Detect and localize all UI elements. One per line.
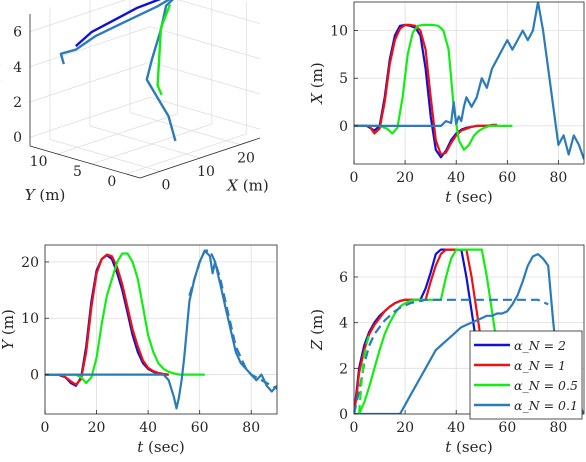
series-group [354,248,584,414]
x-axis-label: t (sec) [445,438,492,456]
y-tick-label: 4 [339,316,348,332]
series-line-green-dashed-5 [358,333,371,414]
y-tick-label: 6 [339,270,348,286]
grid-floor-x [49,138,161,172]
x-tick-label: 40 [139,420,157,436]
panel-3d-trajectory: 0 10 20 0 5 10 0 2 4 6 X (m) Y (m) Z (m) [0,0,269,204]
plot-background [45,245,277,414]
grid-wall-z2 [177,0,261,24]
series-line--n-0-5 [354,248,509,414]
x-axis-label: t (sec) [445,188,492,206]
series-line-steel-3 [354,2,584,160]
y-tick-label: 0 [339,407,348,423]
x-tick-label: 80 [242,420,260,436]
x-axis-label: X (m) [226,177,268,195]
y-axis-label: Y (m) [25,186,66,204]
x-tick-label: 20 [396,170,414,186]
series-line-steel-dashed-4 [354,298,549,414]
y-tick-label: 10 [21,311,39,327]
y-tick-label: 5 [73,164,82,180]
legend: α_N = 2 α_N = 1 α_N = 0.5 α_N = 0.1 [469,330,583,420]
y-tick-label: 5 [339,71,348,87]
grid-wall-z1 [29,0,127,32]
series-line-red-1 [45,253,169,386]
y-tick-label: 2 [339,361,348,377]
x-tick-label: 20 [237,151,255,167]
x-tick-label: 0 [350,170,359,186]
x-axis-label: t (sec) [137,438,184,456]
y-axis-label: X (m) [308,62,326,104]
grid-floor-y [91,123,213,165]
legend-label: α_N = 1 [514,358,566,373]
grid-floor-y [57,113,178,155]
z-axis-label: Z (m) [0,59,2,101]
grid-wall-z2 [149,61,261,95]
plot-frame [353,244,585,415]
grid-wall-z1 [29,96,151,138]
plot-frame [44,244,278,415]
z-tick-label: 4 [13,60,22,76]
trajectory-green-2 [156,3,172,96]
x-tick-label: 40 [447,420,465,436]
legend-label: α_N = 0.5 [514,378,578,393]
grid-floor-x [89,125,201,159]
x-tick-label: 60 [498,170,516,186]
legend-label: α_N = 0.1 [514,398,578,413]
x-tick-label: 40 [447,170,465,186]
y-axis-label: Z (m) [308,309,326,351]
series-group [354,2,584,160]
panel-x-vs-time: 0 20 40 60 80 0 5 10 t (sec) X (m) [308,1,585,206]
y-tick-label: 10 [30,154,48,170]
grid-floor-y [126,133,247,175]
grid-wall-z1 [29,26,151,68]
z-tick-label: 6 [13,25,22,41]
series-line-red-1 [354,23,498,156]
x-tick-label: 60 [498,420,516,436]
y-axis-line [29,145,141,179]
y-tick-label: 0 [30,368,39,384]
trajectory-steel-0 [59,0,177,142]
legend-label: α_N = 2 [514,338,566,353]
grid-wall-z1 [29,61,151,103]
x-tick-label: 60 [191,420,209,436]
x-tick-label: 20 [88,420,106,436]
x-tick-label: 0 [162,177,171,193]
x-tick-label: 0 [350,420,359,436]
panel-y-vs-time: 0 20 40 60 80 0 10 20 t (sec) Y (m) [0,244,278,456]
x-tick-label: 10 [197,164,215,180]
series-line-steel-dashed-4 [188,249,277,390]
series-group [45,249,277,410]
plot-frame [353,1,585,165]
grid-wall-z2 [149,26,261,60]
y-tick-label: 0 [107,174,116,190]
z-tick-label: 2 [13,95,22,111]
y-axis-label: Y (m) [0,309,17,350]
x-tick-label: 80 [550,170,568,186]
plot-background [354,2,584,164]
x-tick-label: 20 [396,420,414,436]
y-tick-label: 20 [21,255,39,271]
x-axis-line [139,137,261,179]
x-tick-label: 80 [550,420,568,436]
trajectory-blue-1 [75,0,162,47]
y-tick-label: 10 [330,24,348,40]
series-line-green-2 [354,23,513,151]
grid-wall-z2 [149,96,261,130]
y-tick-label: 0 [339,119,348,135]
z-tick-label: 0 [13,130,22,146]
series-line--n-0-1 [354,253,584,414]
grid-floor-x [129,112,241,146]
x-tick-label: 0 [41,420,50,436]
